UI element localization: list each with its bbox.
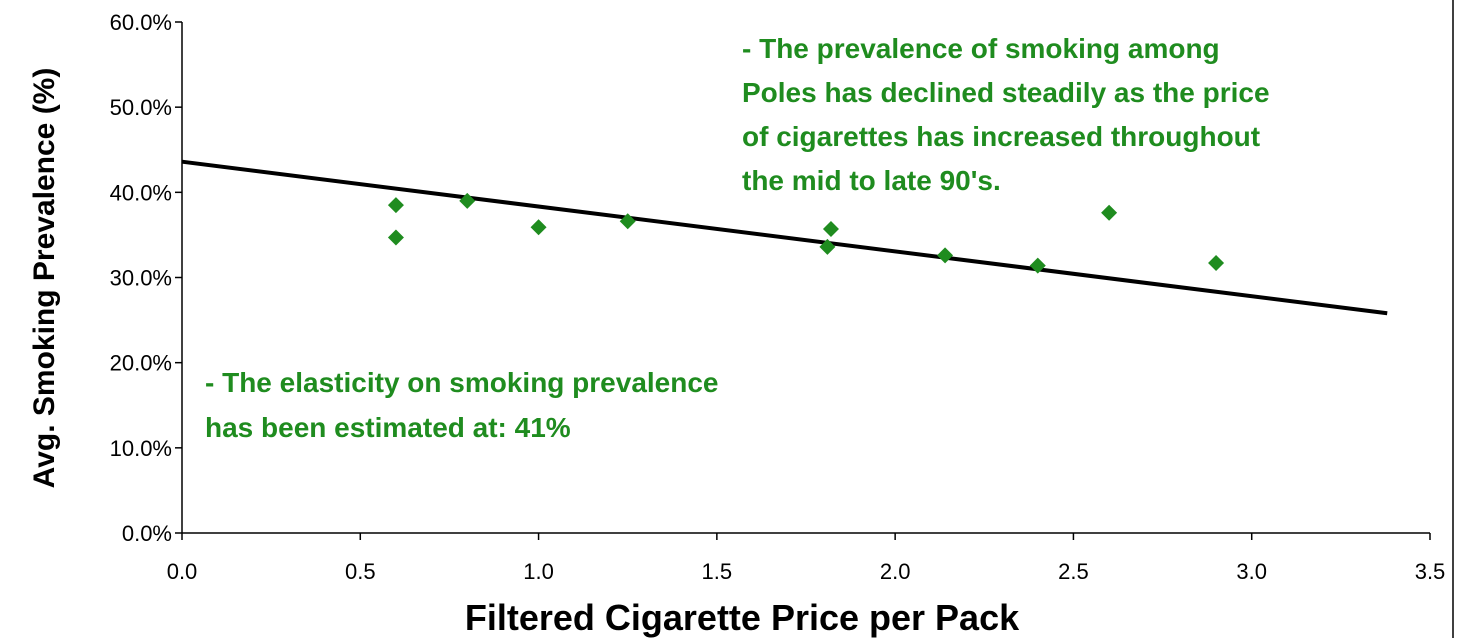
- y-axis-ticks: 0.0% 10.0% 20.0% 30.0% 40.0% 50.0% 60.0%: [110, 10, 182, 546]
- annotation-elasticity: - The elasticity on smoking prevalence h…: [205, 367, 719, 443]
- x-tick-label: 0.5: [345, 559, 376, 584]
- annotation-line: has been estimated at: 41%: [205, 412, 571, 443]
- annotation-price-decline: - The prevalence of smoking among Poles …: [742, 33, 1270, 196]
- y-tick-label: 60.0%: [110, 10, 172, 35]
- x-tick-label: 2.0: [880, 559, 911, 584]
- annotation-line: - The prevalence of smoking among: [742, 33, 1220, 64]
- data-point: [459, 192, 476, 209]
- x-tick-label: 2.5: [1058, 559, 1089, 584]
- y-tick-label: 50.0%: [110, 95, 172, 120]
- x-axis-title: Filtered Cigarette Price per Pack: [465, 597, 1020, 638]
- data-point: [1029, 257, 1046, 274]
- x-tick-label: 3.5: [1415, 559, 1446, 584]
- data-point: [619, 213, 636, 230]
- annotation-line: Poles has declined steadily as the price: [742, 77, 1270, 108]
- x-axis-ticks: 0.0 0.5 1.0 1.5 2.0 2.5 3.0 3.5: [167, 533, 1446, 584]
- annotation-line: of cigarettes has increased throughout: [742, 121, 1260, 152]
- data-points: [387, 192, 1225, 274]
- annotation-line: - The elasticity on smoking prevalence: [205, 367, 719, 398]
- x-tick-label: 0.0: [167, 559, 198, 584]
- trendline: [181, 159, 1388, 316]
- data-point: [1101, 204, 1118, 221]
- y-tick-label: 40.0%: [110, 180, 172, 205]
- data-point: [387, 229, 404, 246]
- data-point: [1208, 255, 1225, 272]
- y-tick-label: 0.0%: [122, 521, 172, 546]
- trendline-group: [181, 159, 1388, 316]
- data-point: [819, 238, 836, 255]
- y-tick-label: 30.0%: [110, 266, 172, 291]
- annotation-line: the mid to late 90's.: [742, 165, 1001, 196]
- data-point: [937, 247, 954, 264]
- data-point: [822, 220, 839, 237]
- y-tick-label: 10.0%: [110, 436, 172, 461]
- x-tick-label: 1.0: [523, 559, 554, 584]
- x-tick-label: 3.0: [1236, 559, 1267, 584]
- data-point: [530, 219, 547, 236]
- y-axis-title: Avg. Smoking Prevalence (%): [28, 68, 61, 489]
- y-tick-label: 20.0%: [110, 351, 172, 376]
- data-point: [387, 197, 404, 214]
- x-tick-label: 1.5: [702, 559, 733, 584]
